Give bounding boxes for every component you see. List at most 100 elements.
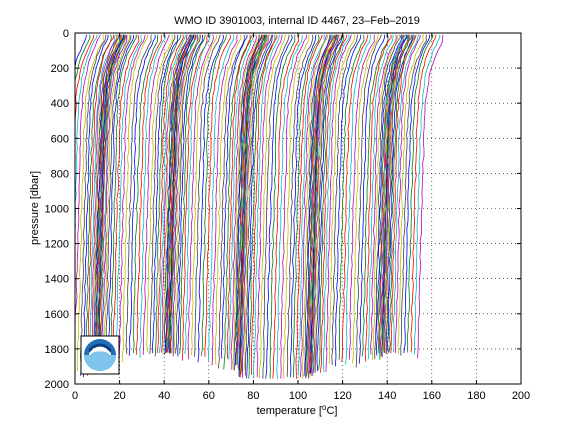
profile-line — [171, 34, 198, 353]
profile-line — [239, 34, 267, 375]
y-tick-label: 600 — [51, 133, 69, 145]
y-tick-label: 200 — [51, 63, 69, 75]
profile-line — [230, 34, 257, 370]
profile-line — [381, 34, 408, 357]
profile-line — [179, 34, 206, 355]
y-tick-labels: 0 200 400 600 800 1000 1200 1400 1600 1800 2000 — [45, 28, 69, 391]
profile-line — [370, 34, 397, 355]
profile-line — [115, 34, 142, 356]
profile-line — [276, 34, 303, 379]
profile-line — [125, 34, 152, 355]
profile-line — [331, 34, 359, 366]
profile-line — [364, 34, 392, 362]
noaa-logo-text: NOAA — [93, 348, 108, 354]
profile-line — [299, 34, 328, 378]
profile-line — [301, 34, 329, 379]
profile-line — [239, 34, 266, 371]
profile-line — [226, 34, 253, 359]
y-tick-label: 800 — [51, 168, 69, 180]
profile-line — [393, 34, 420, 353]
profile-line — [376, 34, 403, 356]
profile-line — [384, 34, 411, 354]
x-tick-label: 60 — [203, 390, 215, 402]
profile-line — [75, 34, 95, 129]
profile-line — [181, 34, 208, 361]
profile-line — [318, 34, 345, 370]
axis-ticks — [74, 32, 522, 385]
profile-line — [390, 34, 417, 354]
y-tick-label: 1600 — [45, 309, 69, 321]
y-tick-label: 1800 — [45, 344, 69, 356]
profile-line — [262, 34, 290, 379]
profile-line — [172, 34, 199, 357]
profile-line — [102, 34, 128, 362]
profile-line — [91, 34, 119, 369]
profile-line — [400, 34, 427, 356]
profile-line — [75, 34, 101, 363]
y-tick-label: 1000 — [45, 204, 69, 216]
noaa-logo-icon: NOAA — [80, 335, 120, 375]
profile-line — [241, 34, 268, 374]
chart-title: WMO ID 3901003, internal ID 4467, 23–Feb… — [174, 15, 420, 27]
profile-line — [87, 34, 115, 376]
profile-line — [197, 34, 224, 363]
profile-line — [80, 34, 107, 376]
profile-line — [139, 34, 167, 358]
profile-line — [200, 34, 227, 357]
profile-line — [112, 34, 140, 356]
profile-line — [290, 34, 317, 378]
profile-line — [109, 34, 137, 363]
profile-line — [217, 34, 245, 369]
profile-line — [407, 34, 434, 353]
profile-line — [248, 34, 276, 379]
profile-line — [204, 34, 232, 357]
profile-line — [215, 34, 242, 366]
profile-line — [311, 34, 339, 377]
y-tick-label: 0 — [63, 28, 69, 40]
profile-line — [417, 34, 444, 359]
profile-line — [361, 34, 389, 357]
profile-line — [297, 34, 325, 376]
profile-line — [410, 34, 437, 353]
profile-line — [403, 34, 430, 354]
profile-line — [305, 34, 332, 379]
profile-line — [295, 34, 323, 379]
y-axis-label: pressure [dbar] — [29, 171, 41, 245]
profile-line — [322, 34, 350, 373]
profile-line — [82, 34, 109, 378]
profile-line — [237, 34, 264, 371]
profile-line — [314, 34, 343, 373]
profile-line — [191, 34, 218, 356]
profile-line — [156, 34, 184, 354]
y-tick-label: 400 — [51, 98, 69, 110]
profile-line — [162, 34, 189, 355]
profile-line — [280, 34, 307, 379]
x-tick-label: 180 — [467, 390, 485, 402]
profile-line — [306, 34, 333, 377]
profile-line — [173, 34, 201, 355]
profile-lines — [75, 34, 444, 379]
profile-line — [161, 34, 188, 353]
profile-line — [292, 34, 320, 378]
profile-line — [253, 34, 281, 378]
profile-line — [128, 34, 156, 356]
profile-line — [385, 34, 413, 355]
y-tick-label: 2000 — [45, 379, 69, 391]
profile-line — [122, 34, 149, 363]
profile-line — [228, 34, 255, 361]
profile-line — [221, 34, 248, 359]
profile-line — [90, 34, 118, 372]
x-tick-labels: 0 20 40 60 80 100 120 140 160 180 200 — [72, 390, 530, 402]
profile-line — [211, 34, 238, 366]
profile-line — [100, 34, 127, 364]
profile-line — [146, 34, 173, 353]
profile-line — [208, 34, 235, 362]
profile-line — [99, 34, 126, 362]
y-tick-label: 1200 — [45, 239, 69, 251]
y-tick-label: 1400 — [45, 274, 69, 286]
x-tick-label: 160 — [423, 390, 441, 402]
x-tick-label: 200 — [512, 390, 530, 402]
profile-line — [243, 34, 270, 371]
profile-line — [223, 34, 251, 370]
